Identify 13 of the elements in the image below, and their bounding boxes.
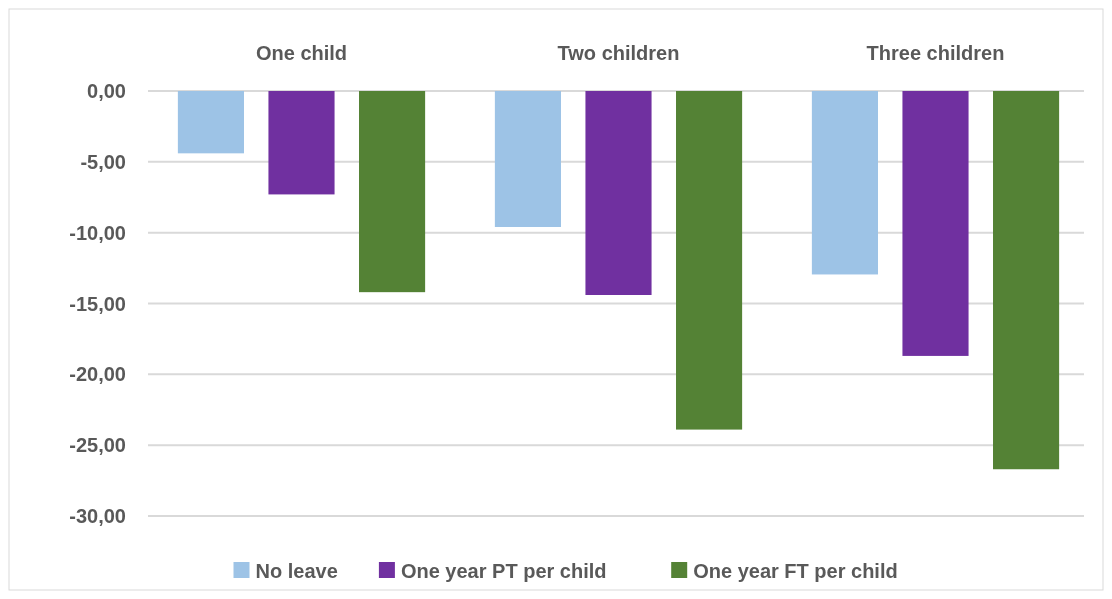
x-tick-label: Three children: [866, 42, 1005, 64]
x-tick-label: One child: [255, 42, 348, 64]
y-tick-label: -10,00: [69, 221, 126, 244]
x-tick-label: Two children: [557, 42, 680, 64]
y-tick-label: -15,00: [69, 292, 126, 315]
legend-label: One year PT per child: [400, 560, 607, 582]
y-tick-label: 0,00: [87, 80, 126, 102]
y-tick-label: -25,00: [69, 434, 126, 457]
y-tick-label: -20,00: [69, 363, 126, 386]
legend-label: No leave: [255, 560, 338, 582]
y-tick-label: -5,00: [80, 150, 126, 173]
y-tick-label: -30,00: [69, 505, 126, 527]
legend-label: One year FT per child: [693, 560, 898, 582]
